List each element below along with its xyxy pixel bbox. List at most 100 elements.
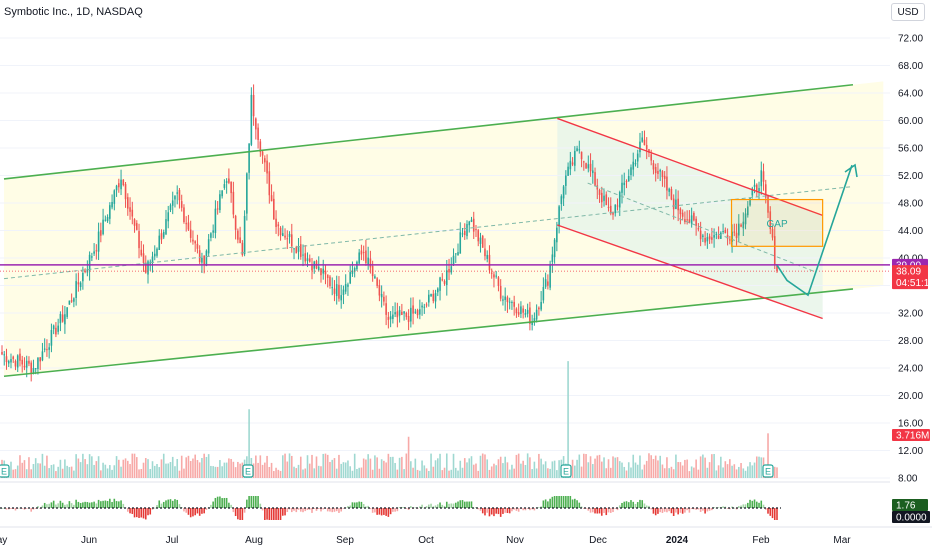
volume-bar-304	[684, 459, 686, 478]
candle-body-26	[59, 313, 62, 324]
candle-body-61	[138, 231, 140, 249]
y-tick-label-11: 28.00	[898, 336, 923, 347]
osc-bar-118	[266, 508, 268, 520]
volume-bar-266	[598, 454, 601, 478]
candle-body-248	[558, 206, 560, 227]
y-axis[interactable]: 72.00 68.00 64.00 60.00 56.00 52.00 48.00 44.00…	[890, 0, 932, 550]
osc-bar-162	[365, 506, 367, 508]
candle-body-96	[216, 208, 219, 210]
candle-body-273	[614, 204, 617, 214]
candle-body-313	[704, 237, 706, 243]
osc-bar-267	[600, 508, 603, 516]
candle-body-9	[21, 359, 24, 365]
osc-bar-163	[367, 505, 369, 508]
osc-bar-125	[281, 508, 284, 516]
osc-bar-216	[486, 508, 489, 513]
x-axis[interactable]: ay Jun Jul Aug Sep Oct Nov Dec 2024 Feb Mar	[0, 526, 932, 546]
volume-bar-234	[526, 453, 529, 478]
osc-bar-166	[374, 508, 376, 513]
volume-bar-238	[535, 468, 538, 478]
candle-body-27	[61, 314, 64, 322]
osc-bar-189	[425, 506, 428, 508]
osc-bar-265	[596, 508, 599, 514]
candle-body-70	[158, 235, 161, 250]
volume-bar-277	[623, 466, 626, 478]
candle-body-50	[113, 190, 116, 204]
osc-bar-101	[228, 502, 230, 508]
osc-bar-157	[353, 502, 356, 508]
volume-bar-211	[475, 463, 477, 478]
red-channel-lower	[557, 224, 823, 320]
osc-bar-97	[219, 496, 221, 508]
osc-bar-313	[704, 508, 706, 514]
candle-body-177	[398, 310, 401, 316]
osc-bar-150	[338, 508, 340, 513]
candle-body-92	[207, 239, 210, 254]
candle-body-145	[326, 274, 329, 278]
osc-bar-232	[522, 508, 524, 511]
osc-bar-205	[461, 500, 464, 508]
osc-bar-31	[70, 503, 73, 508]
osc-bar-295	[663, 508, 666, 512]
volume-bar-119	[268, 466, 271, 478]
osc-bar-201	[452, 503, 455, 508]
volume-bar-326	[733, 464, 736, 478]
osc-bar-252	[567, 496, 569, 508]
candle-body-218	[490, 272, 493, 274]
volume-bar-254	[571, 459, 574, 478]
osc-bar-29	[66, 504, 68, 508]
candle-body-311	[699, 230, 702, 240]
volume-bar-72	[162, 453, 165, 478]
candle-body-238	[535, 309, 538, 320]
osc-bar-218	[490, 508, 493, 515]
candle-body-327	[735, 232, 738, 239]
osc-bar-200	[450, 503, 453, 508]
volume-bar-142	[320, 466, 322, 478]
osc-bar-9	[21, 508, 24, 509]
volume-bar-341	[767, 433, 769, 478]
volume-bar-164	[369, 458, 372, 478]
osc-bar-276	[621, 502, 623, 508]
candle-body-103	[232, 191, 235, 215]
osc-bar-67	[151, 508, 154, 510]
osc-bar-208	[468, 501, 471, 508]
volume-bar-259	[583, 453, 585, 478]
volume-bar-307	[690, 466, 693, 478]
volume-bar-235	[529, 457, 531, 478]
osc-bar-312	[702, 508, 704, 511]
y-tick-label-16: 8.00	[898, 474, 918, 485]
volume-bar-80	[180, 455, 183, 478]
osc-bar-40	[91, 502, 93, 508]
osc-bar-294	[661, 508, 664, 513]
osc-bar-343	[771, 508, 774, 519]
candle-body-252	[567, 166, 569, 176]
osc-bar-304	[684, 508, 686, 513]
osc-bar-209	[470, 501, 473, 508]
osc-zero-badge-bg	[892, 511, 930, 523]
candle-body-175	[394, 312, 396, 315]
osc-bar-274	[616, 508, 619, 511]
osc-bar-195	[439, 502, 441, 508]
osc-bar-253	[569, 496, 572, 508]
osc-bar-193	[434, 505, 437, 508]
volume-badge: 3.716M	[896, 431, 929, 442]
candle-body-146	[329, 276, 331, 287]
volume-bar-37	[84, 459, 86, 478]
volume-bar-205	[461, 467, 464, 478]
osc-bar-164	[369, 508, 372, 510]
candle-body-91	[205, 250, 208, 266]
candle-body-99	[223, 184, 226, 188]
candle-body-219	[493, 274, 495, 278]
earnings-marker-3	[762, 464, 774, 478]
currency-button[interactable]: USD	[891, 3, 925, 21]
volume-bar-327	[735, 469, 738, 478]
osc-bar-2	[5, 508, 8, 510]
candle-body-179	[403, 311, 405, 314]
candle-body-317	[713, 235, 715, 238]
osc-bar-190	[428, 504, 430, 508]
osc-bar-27	[61, 502, 64, 508]
candle-body-281	[632, 161, 635, 170]
trend-drawings[interactable]: GAP	[0, 83, 890, 378]
